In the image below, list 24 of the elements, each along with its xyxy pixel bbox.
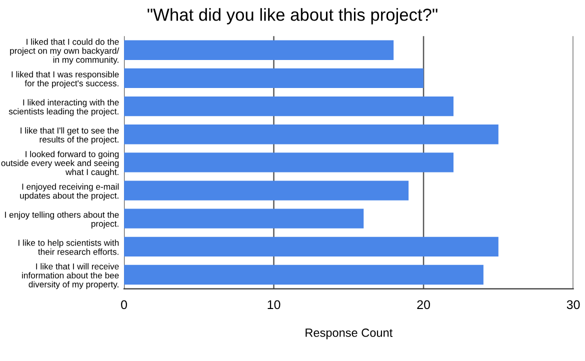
x-tick-label: 0 bbox=[121, 300, 128, 310]
bar bbox=[124, 124, 498, 144]
y-tick-label: I enjoyed receiving e-mail updates about the project. bbox=[20, 183, 119, 200]
bar bbox=[124, 236, 498, 257]
y-tick-label: I like to help scientists with their research efforts. bbox=[18, 240, 119, 255]
bar bbox=[124, 96, 454, 116]
y-tick-label: I like that I will receive information about the bee diversity of my property. bbox=[22, 263, 119, 290]
y-tick-label: I liked that I was responsible for the project's success. bbox=[12, 71, 119, 88]
bar bbox=[124, 180, 409, 200]
bar bbox=[124, 152, 454, 172]
x-axis-title: Response Count bbox=[306, 328, 393, 340]
bar bbox=[124, 264, 484, 285]
bar bbox=[124, 68, 424, 88]
bar bbox=[124, 208, 364, 228]
y-tick-label: I like that I'll get to see the results of the project. bbox=[20, 127, 119, 144]
bar bbox=[124, 40, 394, 60]
x-tick-label: 30 bbox=[566, 300, 580, 310]
x-tick-label: 10 bbox=[268, 300, 280, 310]
y-tick-label: I liked interacting with the scientists leading the project. bbox=[8, 99, 119, 116]
y-tick-label: I looked forward to going outside every week and seeing what I caught. bbox=[1, 150, 119, 177]
chart-title: "What did you like about this project?" bbox=[148, 8, 438, 24]
y-tick-label: I enjoy telling others about the project. bbox=[5, 211, 119, 228]
x-tick-label: 20 bbox=[417, 300, 430, 310]
y-tick-label: I liked that I could do the project on my own backyard/ in my community. bbox=[10, 38, 120, 64]
